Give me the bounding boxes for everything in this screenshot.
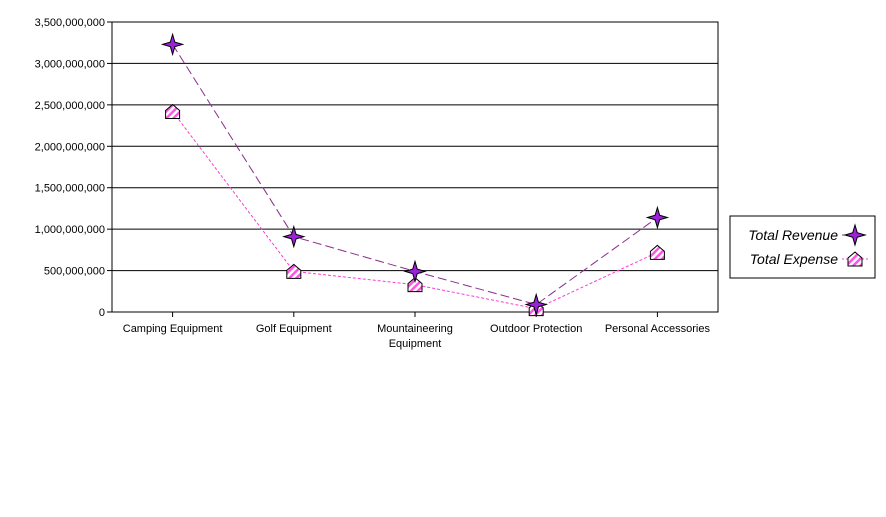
y-tick-label: 0 bbox=[99, 307, 105, 319]
data-point bbox=[524, 292, 548, 317]
y-tick-label: 2,000,000,000 bbox=[35, 141, 105, 153]
y-tick-label: 3,000,000,000 bbox=[35, 58, 105, 70]
data-point bbox=[160, 32, 185, 57]
y-tick-label: 1,500,000,000 bbox=[35, 183, 105, 195]
data-point bbox=[645, 205, 670, 230]
x-category-label: Outdoor Protection bbox=[490, 323, 582, 335]
x-category-label: Mountaineering Equipment bbox=[377, 323, 453, 350]
x-category-label: Personal Accessories bbox=[605, 323, 711, 335]
x-category-label: Camping Equipment bbox=[123, 323, 223, 335]
data-point bbox=[286, 263, 302, 279]
legend-label: Total Revenue bbox=[748, 227, 838, 243]
legend-label: Total Expense bbox=[750, 251, 838, 267]
y-tick-label: 500,000,000 bbox=[44, 266, 105, 278]
data-point bbox=[403, 259, 427, 284]
legend: Total Revenue Total Expense bbox=[729, 215, 876, 279]
legend-box bbox=[729, 215, 876, 279]
y-tick-label: 3,500,000,000 bbox=[35, 17, 105, 29]
legend-marker bbox=[847, 251, 863, 267]
y-tick-label: 1,000,000,000 bbox=[35, 224, 105, 236]
series-group bbox=[160, 32, 670, 317]
y-tick-label: 2,500,000,000 bbox=[35, 100, 105, 112]
data-point bbox=[282, 224, 306, 249]
axes: 0 500,000,000 1,000,000,000 1,500,000,000 2,… bbox=[35, 17, 711, 350]
data-point bbox=[165, 103, 181, 119]
data-point bbox=[407, 276, 423, 293]
x-category-label: Golf Equipment bbox=[256, 323, 332, 335]
legend-marker bbox=[843, 223, 867, 247]
data-point bbox=[649, 244, 665, 260]
grid-lines bbox=[112, 62, 718, 272]
